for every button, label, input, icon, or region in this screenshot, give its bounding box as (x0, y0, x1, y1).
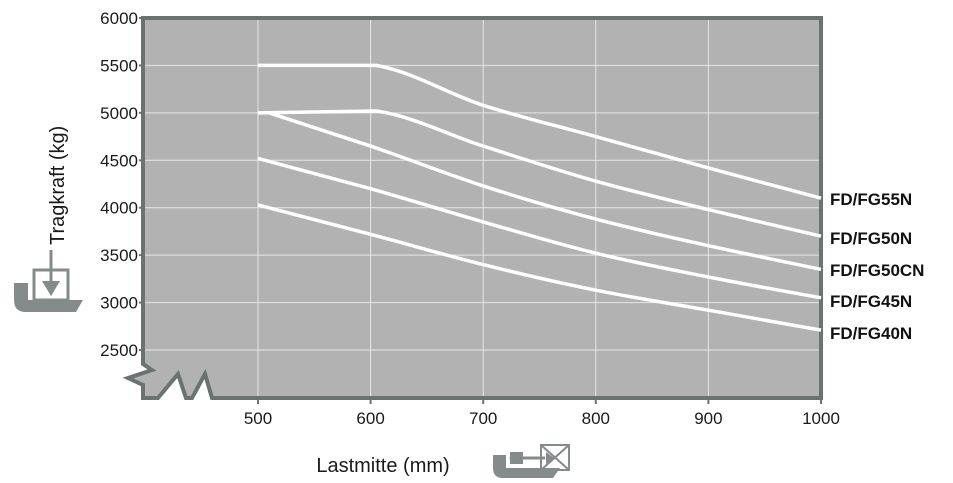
y-tick-label: 3500 (100, 246, 138, 265)
load-center-icon (493, 444, 570, 478)
load-weight-icon (14, 250, 83, 312)
series-label-fd-fg40n: FD/FG40N (830, 324, 912, 343)
y-axis: 2500 3000 3500 4000 4500 5000 5500 6000 (100, 9, 145, 360)
series-line-fd-fg45n (257, 156, 822, 300)
series-label-fd-fg50n: FD/FG50N (830, 229, 912, 248)
y-tick-label: 3000 (100, 294, 138, 313)
y-tick-label: 5500 (100, 56, 138, 75)
x-axis-label: Lastmitte (mm) (316, 455, 449, 477)
series-label-fd-fg50cn: FD/FG50CN (830, 261, 924, 280)
x-axis: 500 600 700 800 900 1000 (244, 398, 840, 428)
y-tick-label: 6000 (100, 9, 138, 28)
series-line-fd-fg40n (257, 203, 822, 332)
series-line-fd-fg50n (257, 109, 822, 238)
series-line-fd-fg50cn (268, 111, 822, 272)
grid-lines (145, 20, 819, 396)
x-tick-label: 1000 (802, 409, 840, 428)
y-tick-label: 4000 (100, 199, 138, 218)
x-tick-label: 800 (582, 409, 610, 428)
series-line-fd-fg55n (258, 63, 822, 200)
series-label-fd-fg45n: FD/FG45N (830, 292, 912, 311)
legend: FD/FG55N FD/FG50N FD/FG50CN FD/FG45N FD/FG40… (830, 190, 924, 343)
x-tick-label: 500 (244, 409, 272, 428)
y-axis-label: Tragkraft (kg) (47, 126, 69, 245)
series-lines (257, 63, 822, 332)
x-tick-label: 600 (356, 409, 384, 428)
series-label-fd-fg55n: FD/FG55N (830, 190, 912, 209)
x-tick-label: 700 (469, 409, 497, 428)
x-tick-label: 900 (694, 409, 722, 428)
y-tick-label: 5000 (100, 104, 138, 123)
y-tick-label: 4500 (100, 151, 138, 170)
y-tick-label: 2500 (100, 341, 138, 360)
